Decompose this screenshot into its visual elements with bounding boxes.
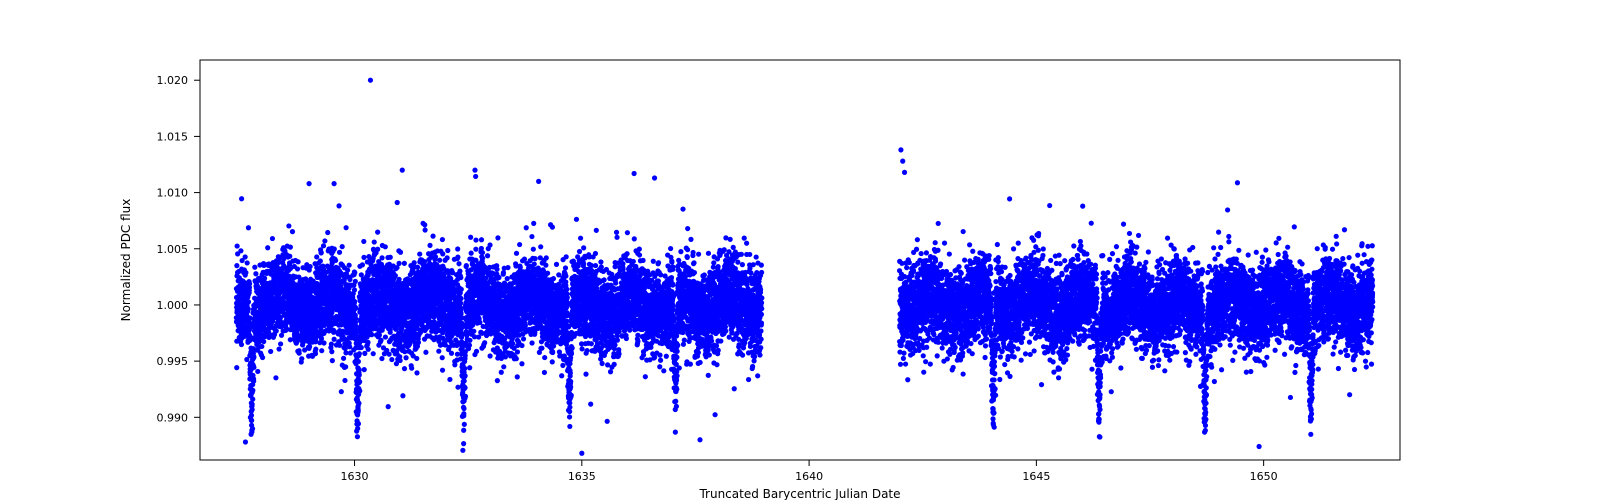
y-axis-label: Normalized PDC flux [119,199,133,322]
xtick-label: 1640 [795,470,823,483]
ytick-label: 1.015 [157,130,189,143]
x-axis-label: Truncated Barycentric Julian Date [698,487,900,500]
xtick-label: 1645 [1022,470,1050,483]
xtick-label: 1650 [1250,470,1278,483]
ytick-label: 1.005 [157,243,189,256]
ytick-label: 1.000 [157,299,189,312]
chart-svg: 1630 1635 1640 1645 1650 0.990 0.995 1.000 1.005… [0,0,1600,500]
ytick-label: 1.010 [157,187,189,200]
ytick-label: 1.020 [157,74,189,87]
ytick-label: 0.990 [157,411,189,424]
ytick-label: 0.995 [157,355,189,368]
lightcurve-chart: 1630 1635 1640 1645 1650 0.990 0.995 1.000 1.005… [0,0,1600,500]
xtick-label: 1630 [341,470,369,483]
xtick-label: 1635 [568,470,596,483]
